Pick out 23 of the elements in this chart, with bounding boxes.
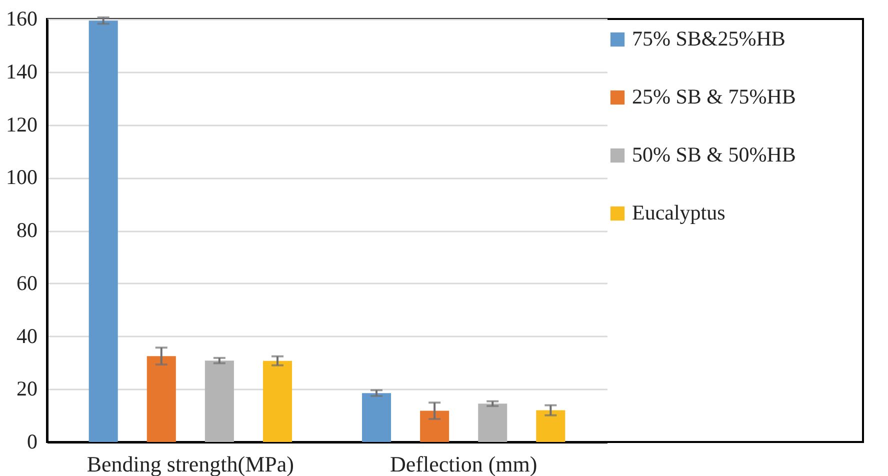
y-tick-label: 60 [16, 270, 38, 295]
bar [88, 20, 118, 442]
bar [362, 393, 392, 442]
legend-label: 75% SB&25%HB [632, 26, 786, 50]
x-tick-label: Bending strength(MPa) [86, 452, 294, 476]
bar [146, 356, 176, 442]
y-tick-label: 40 [16, 324, 38, 348]
bar [420, 410, 450, 442]
bar [262, 360, 292, 442]
bar [536, 410, 566, 442]
legend-label: 50% SB & 50%HB [632, 142, 796, 166]
y-tick-label: 80 [16, 218, 38, 242]
y-tick-label: 0 [27, 430, 38, 454]
y-tick-label: 160 [6, 6, 38, 30]
legend-label: Eucalyptus [632, 200, 726, 224]
legend-label: 25% SB & 75%HB [632, 84, 796, 108]
y-tick-label: 140 [6, 59, 38, 84]
y-tick-label: 100 [6, 165, 38, 190]
y-tick-label: 20 [16, 376, 38, 401]
y-tick-label: 120 [6, 112, 38, 136]
x-tick-label: Deflection (mm) [390, 452, 538, 476]
bar [478, 404, 508, 442]
bar [204, 360, 234, 442]
